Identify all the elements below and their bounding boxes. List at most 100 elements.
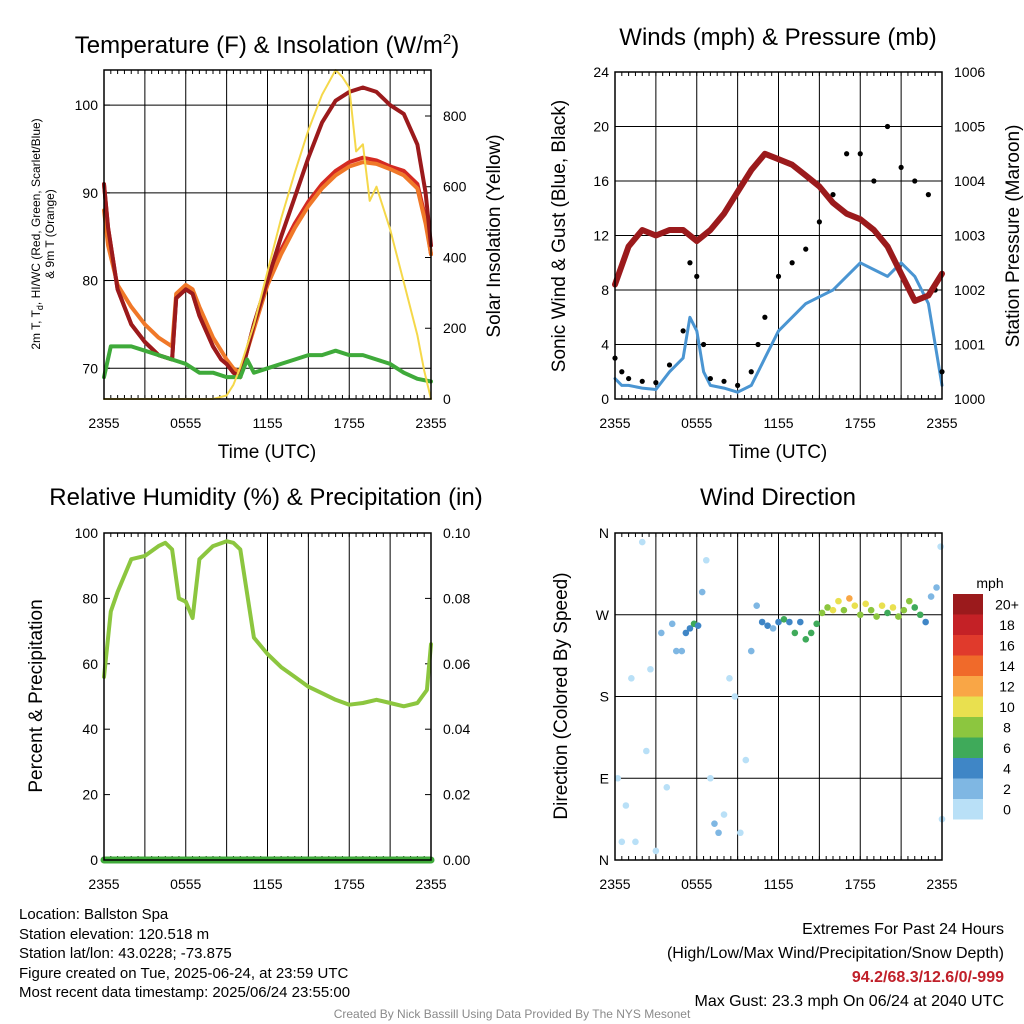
wind-plot-border bbox=[614, 71, 943, 400]
dir-point bbox=[618, 838, 626, 846]
dir-panel: 2355 0555 1155 1755 2355 N E S W N bbox=[596, 525, 958, 892]
legend-label: 8 bbox=[1003, 719, 1011, 735]
legend-label: 20+ bbox=[995, 596, 1019, 612]
dir-xtick-label: 1755 bbox=[845, 876, 876, 892]
dir-point bbox=[889, 604, 897, 611]
dir-point bbox=[711, 820, 718, 827]
dir-point bbox=[678, 647, 686, 655]
temp-panel: 2355 0555 1155 1755 2355 70 80 90 100 0 200 400 600 8… bbox=[75, 69, 467, 431]
wind-panel: 2355 0555 1155 1755 2355 0 4 8 12 16 20 24 1000 1001 1… bbox=[593, 64, 985, 431]
rh-y2tick-label: 0.06 bbox=[443, 656, 470, 672]
rh-series-relative-humidity bbox=[102, 539, 433, 709]
location-text: Location: Ballston Spa bbox=[19, 906, 169, 923]
legend-label: 10 bbox=[999, 699, 1015, 715]
wind-y2tick-label: 1001 bbox=[954, 337, 985, 353]
max-gust-text: Max Gust: 23.3 mph On 06/24 at 2040 UTC bbox=[694, 993, 1005, 1010]
dir-point bbox=[873, 613, 880, 620]
rh-xtick-label: 2355 bbox=[415, 876, 446, 892]
wind-gust-point bbox=[762, 314, 768, 320]
wind-xtick-label: 2355 bbox=[926, 415, 957, 431]
legend-swatch bbox=[953, 778, 983, 799]
wind-gust-point bbox=[707, 375, 713, 382]
wind-ytick-label: 24 bbox=[593, 64, 609, 80]
wind-series-station-pressure bbox=[612, 150, 945, 304]
legend-label: 0 bbox=[1003, 801, 1011, 817]
dir-panel-title: Wind Direction bbox=[700, 484, 856, 511]
dir-point bbox=[824, 604, 831, 611]
wind-gust-point bbox=[884, 123, 891, 130]
temp-series-2m-td bbox=[102, 344, 433, 384]
temp-ylabel-right: Solar Insolation (Yellow) bbox=[484, 134, 505, 337]
rh-ylabel-left: Percent & Precipitation bbox=[26, 599, 47, 792]
dir-point bbox=[632, 838, 639, 846]
wind-gust-point bbox=[687, 260, 693, 266]
legend-label: 2 bbox=[1003, 781, 1011, 797]
wind-gust-point bbox=[857, 151, 863, 157]
dir-point bbox=[622, 802, 630, 809]
svg-text:2m T, Td, HI/WC (Red, Green, S: 2m T, Td, HI/WC (Red, Green, Scarlet/Blu… bbox=[29, 118, 45, 349]
dir-point bbox=[737, 829, 744, 837]
wind-gust-point bbox=[789, 260, 795, 266]
dir-point bbox=[835, 597, 842, 605]
dir-point bbox=[846, 595, 853, 602]
dir-point bbox=[702, 556, 710, 564]
rh-ytick-label: 40 bbox=[82, 721, 98, 737]
wind-gust-point bbox=[816, 219, 822, 225]
wind-gust-point bbox=[694, 273, 700, 279]
wind-gust-point bbox=[844, 151, 850, 157]
wind-xlabel: Time (UTC) bbox=[729, 442, 828, 463]
wind-ytick-label: 12 bbox=[593, 228, 609, 244]
dir-point bbox=[927, 593, 935, 600]
dir-point bbox=[643, 747, 650, 755]
dir-point bbox=[856, 611, 864, 619]
dir-point bbox=[720, 811, 728, 818]
rh-xtick-label: 1155 bbox=[252, 876, 282, 892]
rh-panel-title: Relative Humidity (%) & Precipitation (i… bbox=[49, 484, 482, 511]
dir-ylabel-left: Direction (Colored By Speed) bbox=[551, 572, 572, 819]
dir-point bbox=[726, 675, 733, 682]
dir-point bbox=[829, 606, 837, 614]
wind-gust-point bbox=[871, 178, 877, 184]
wind-xtick-label: 1755 bbox=[845, 415, 876, 431]
rh-panel: 2355 0555 1155 1755 2355 0 20 40 60 80 100 0.00 0.02… bbox=[75, 525, 471, 892]
dir-point bbox=[884, 609, 891, 617]
dir-ytick-label: S bbox=[600, 689, 609, 705]
temp-xtick-label: 1155 bbox=[252, 415, 282, 431]
wind-gust-point bbox=[680, 328, 686, 334]
dir-point bbox=[862, 600, 869, 608]
legend-swatch bbox=[953, 799, 983, 820]
dir-point bbox=[668, 620, 676, 628]
temp-ytick-label: 70 bbox=[82, 360, 98, 376]
rh-plot-border bbox=[103, 532, 432, 861]
wind-xtick-label: 1155 bbox=[763, 415, 793, 431]
legend-swatch bbox=[953, 696, 983, 717]
rh-xtick-label: 2355 bbox=[88, 876, 119, 892]
dir-ytick-label: N bbox=[599, 525, 609, 541]
wind-y2tick-label: 1000 bbox=[954, 391, 985, 407]
legend-title: mph bbox=[976, 575, 1003, 591]
dir-point bbox=[818, 609, 826, 617]
legend-label: 18 bbox=[999, 617, 1015, 633]
legend-label: 6 bbox=[1003, 740, 1011, 756]
dir-point bbox=[867, 606, 875, 614]
dir-point bbox=[715, 829, 722, 837]
legend-swatch bbox=[953, 676, 983, 697]
elevation-text: Station elevation: 120.518 m bbox=[19, 925, 210, 943]
wind-panel-title: Winds (mph) & Pressure (mb) bbox=[619, 24, 936, 51]
wind-xtick-label: 0555 bbox=[681, 415, 712, 431]
wind-gust-point bbox=[755, 341, 761, 348]
dir-point bbox=[753, 602, 760, 609]
legend-swatch bbox=[953, 717, 983, 738]
dir-point bbox=[628, 675, 635, 682]
created-text: Figure created on Tue, 2025-06-24, at 23… bbox=[19, 964, 349, 982]
wind-ytick-label: 16 bbox=[593, 173, 609, 189]
temp-xtick-label: 2355 bbox=[415, 415, 446, 431]
dir-point bbox=[663, 784, 671, 791]
extremes-title: Extremes For Past 24 Hours bbox=[802, 921, 1004, 938]
dir-point bbox=[638, 538, 646, 546]
legend-swatch bbox=[953, 635, 983, 656]
wind-gust-point bbox=[912, 178, 918, 184]
legend-swatch bbox=[953, 594, 983, 615]
svg-text:& 9m T (Orange): & 9m T (Orange) bbox=[43, 189, 57, 279]
